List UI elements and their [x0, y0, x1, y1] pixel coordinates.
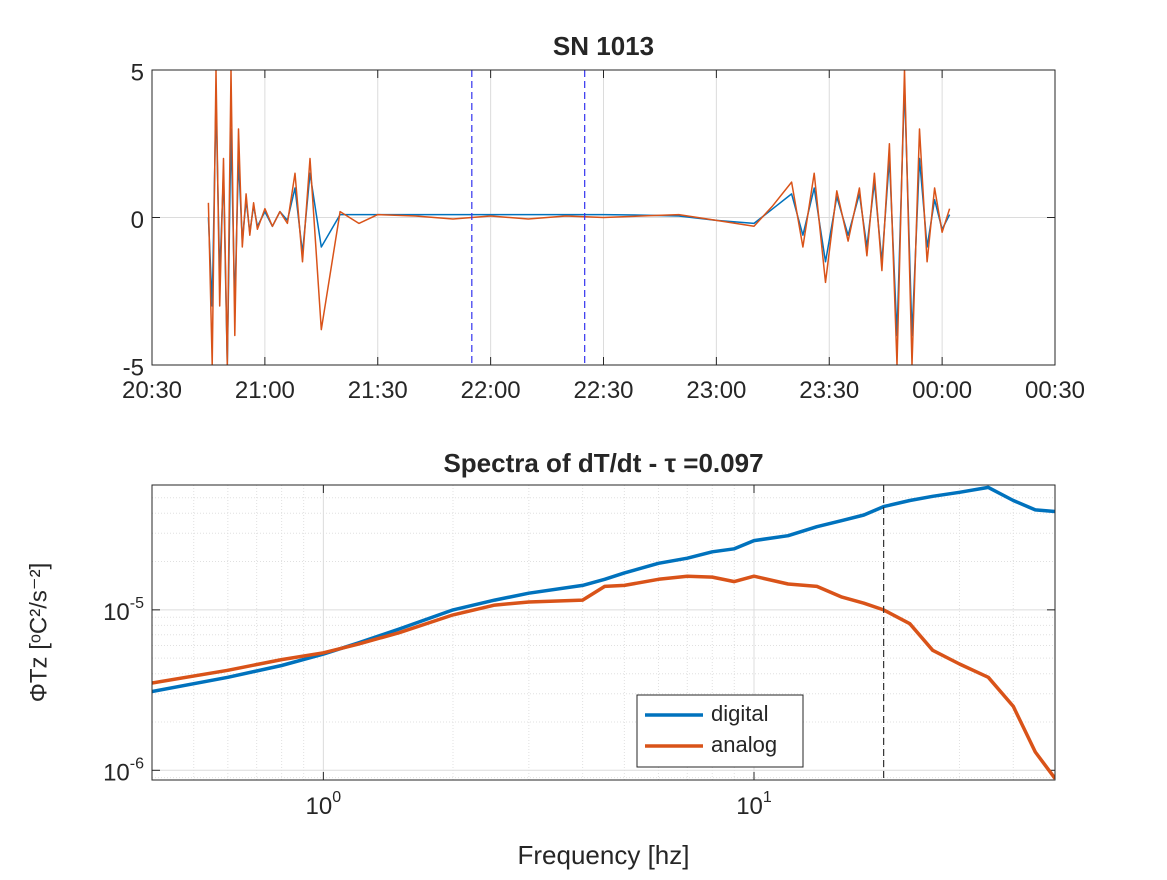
tick-base: 22:30: [573, 377, 633, 404]
x-axis-label: Frequency [hz]: [518, 840, 690, 870]
tick-base: 23:00: [686, 377, 746, 404]
plot-area: [152, 485, 1055, 780]
tick-exponent: 1: [763, 789, 772, 806]
tick-exponent: -5: [130, 595, 144, 612]
x-tick-label: 21:30: [348, 377, 408, 404]
legend-box: [636, 694, 804, 768]
tick-base: 10: [103, 760, 130, 787]
y-tick-label: 5: [131, 59, 144, 86]
series-line: [152, 485, 1055, 694]
series-line: [152, 574, 1055, 780]
axes-frame: [151, 484, 1056, 781]
x-tick-label: 100: [306, 789, 342, 820]
tick-base: 23:30: [799, 377, 859, 404]
x-tick-label: 22:30: [573, 377, 633, 404]
x-tick-label: 101: [736, 789, 772, 820]
tick-exponent: -6: [130, 756, 144, 773]
y-axis-label: ΦTz [ᵒC²/s⁻²]: [25, 563, 52, 703]
axes-background: [152, 485, 1055, 780]
series-line: [207, 70, 951, 365]
tick-base: 10: [306, 793, 333, 820]
legend-label: analog: [711, 732, 777, 757]
chart-title: SN 1013: [553, 31, 654, 61]
plot-area: [207, 70, 951, 365]
axes-frame: [151, 69, 1056, 366]
y-tick-label: 0: [131, 207, 144, 234]
x-tick-label: 00:00: [912, 377, 972, 404]
x-tick-label: 23:30: [799, 377, 859, 404]
tick-base: 00:30: [1025, 377, 1085, 404]
x-tick-label: 20:30: [122, 377, 182, 404]
tick-base: 10: [103, 599, 130, 626]
tick-base: 21:00: [235, 377, 295, 404]
y-tick-label: 10-6: [103, 756, 144, 787]
tick-base: 20:30: [122, 377, 182, 404]
legend-label: digital: [711, 701, 768, 726]
tick-exponent: 0: [332, 789, 341, 806]
tick-base: 21:30: [348, 377, 408, 404]
x-tick-label: 22:00: [461, 377, 521, 404]
x-tick-label: 00:30: [1025, 377, 1085, 404]
x-tick-label: 23:00: [686, 377, 746, 404]
x-tick-label: 21:00: [235, 377, 295, 404]
y-tick-label: -5: [123, 354, 144, 381]
y-tick-label: 10-5: [103, 595, 144, 626]
tick-base: 00:00: [912, 377, 972, 404]
tick-base: 22:00: [461, 377, 521, 404]
tick-base: 10: [736, 793, 763, 820]
chart-title: Spectra of dT/dt - τ =0.097: [443, 448, 763, 478]
